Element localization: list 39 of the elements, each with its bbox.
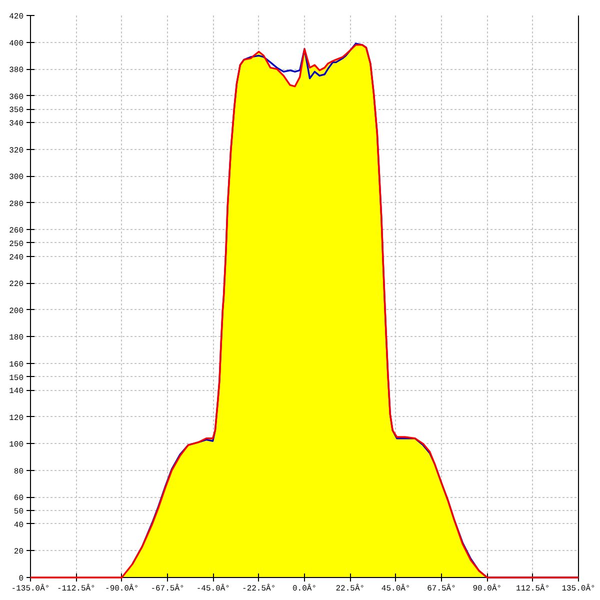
y-tick-label: 60 <box>14 494 24 504</box>
y-tick-label: 150 <box>9 374 24 383</box>
x-tick-label: -112.5Â° <box>56 584 96 594</box>
x-tick-label: -90.0Â° <box>105 584 139 594</box>
y-tick-label: 40 <box>14 520 24 530</box>
x-tick-label: 22.5Â° <box>336 584 365 594</box>
y-tick-label: 120 <box>9 414 24 423</box>
x-tick-label: -22.5Â° <box>242 584 276 594</box>
y-tick-label: 400 <box>9 39 24 48</box>
x-tick-label: 45.0Â° <box>381 584 410 594</box>
y-tick-label: 300 <box>9 173 24 182</box>
x-tick-label: 90.0Â° <box>472 584 502 594</box>
y-tick-label: 340 <box>9 120 24 129</box>
y-tick-label: 140 <box>9 387 24 396</box>
y-tick-label: 280 <box>9 200 24 209</box>
y-tick-label: 20 <box>14 548 24 557</box>
x-tick-label: 135.0Â° <box>562 584 596 594</box>
y-tick-label: 50 <box>14 508 24 517</box>
x-tick-label: -45.0Â° <box>196 584 230 594</box>
y-tick-label: 220 <box>9 280 24 290</box>
x-tick-label: 0.0Â° <box>292 584 317 594</box>
y-tick-label: 420 <box>9 12 24 22</box>
y-tick-label: 240 <box>9 253 24 262</box>
x-tick-label: -135.0Â° <box>11 584 50 594</box>
x-tick-label: -67.5Â° <box>150 584 184 594</box>
y-tick-label: 160 <box>9 360 24 370</box>
y-tick-label: 360 <box>9 92 24 102</box>
y-tick-label: 80 <box>14 467 24 476</box>
y-tick-label: 260 <box>9 226 24 236</box>
y-tick-label: 200 <box>9 306 24 316</box>
x-tick-label: 112.5Â° <box>516 584 550 594</box>
y-tick-label: 380 <box>9 66 24 76</box>
y-tick-label: 350 <box>9 106 24 116</box>
y-tick-label: 320 <box>9 146 24 156</box>
y-tick-label: 250 <box>9 240 24 249</box>
x-tick-label: 67.5Â° <box>427 584 456 594</box>
y-tick-label: 100 <box>9 440 24 450</box>
y-tick-label: 0 <box>18 574 24 584</box>
y-tick-label: 180 <box>9 334 24 343</box>
